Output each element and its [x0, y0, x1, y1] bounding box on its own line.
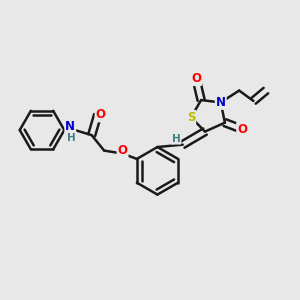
- Text: H: H: [67, 133, 76, 142]
- Text: O: O: [96, 108, 106, 122]
- Text: H: H: [172, 134, 181, 144]
- Text: O: O: [191, 72, 201, 85]
- Text: O: O: [118, 144, 128, 157]
- Text: S: S: [187, 111, 195, 124]
- Text: N: N: [65, 120, 75, 133]
- Text: O: O: [237, 123, 247, 136]
- Text: N: N: [216, 96, 226, 109]
